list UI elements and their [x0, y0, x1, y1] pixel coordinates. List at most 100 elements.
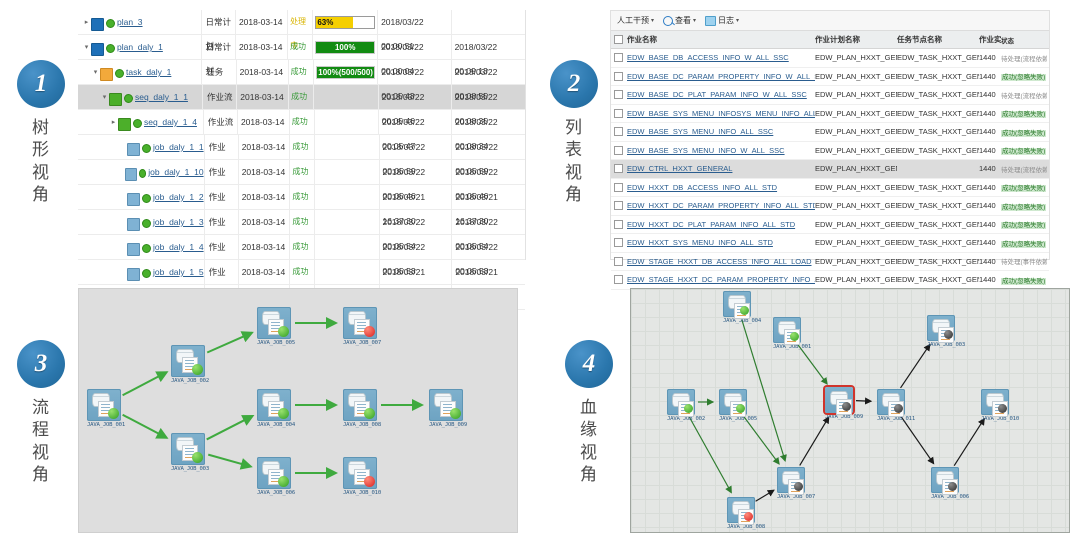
graph-node[interactable]: JAVA_JOB_010: [981, 389, 1019, 422]
row-checkbox[interactable]: [611, 219, 625, 229]
tree-row-name[interactable]: job_daly_1_4: [78, 235, 205, 259]
graph-node[interactable]: JAVA_JOB_006: [257, 457, 295, 496]
list-row-job[interactable]: EDW_BASE_DC_PARAM_PROPERTY_INFO_W_ALL_SS…: [625, 72, 815, 81]
list-row-job[interactable]: EDW_BASE_DC_PLAT_PARAM_INFO_W_ALL_SSC: [625, 90, 815, 99]
node-icon[interactable]: [257, 457, 291, 489]
node-icon[interactable]: [171, 345, 205, 377]
toolbar-item-log-icon[interactable]: 日志 ▾: [705, 15, 739, 26]
row-checkbox[interactable]: [611, 201, 625, 211]
node-icon[interactable]: [429, 389, 463, 421]
tree-node-link[interactable]: job_daly_1_5: [153, 267, 204, 277]
row-checkbox[interactable]: [611, 53, 625, 63]
graph-node[interactable]: JAVA_JOB_003: [171, 433, 209, 472]
node-icon[interactable]: [727, 497, 755, 525]
job-link[interactable]: EDW_HXXT_SYS_MENU_INFO_ALL_STD: [627, 238, 773, 248]
list-row-job[interactable]: EDW_CTRL_HXXT_GENERAL: [625, 164, 815, 173]
graph-node[interactable]: JAVA_JOB_005: [719, 389, 757, 422]
column-header[interactable]: 作业计划名称: [815, 35, 860, 44]
graph-node[interactable]: JAVA_JOB_009: [429, 389, 467, 428]
graph-node[interactable]: JAVA_JOB_002: [667, 389, 705, 422]
job-link[interactable]: EDW_BASE_SYS_MENU_INFOSYS_MENU_INFO_ALL_…: [627, 108, 815, 118]
row-checkbox[interactable]: [611, 71, 625, 81]
node-icon[interactable]: [773, 317, 801, 345]
graph-node[interactable]: JAVA_JOB_007: [343, 307, 381, 346]
node-icon[interactable]: [719, 389, 747, 417]
row-checkbox[interactable]: [611, 90, 625, 100]
row-checkbox[interactable]: [611, 164, 625, 174]
job-link[interactable]: EDW_BASE_DC_PLAT_PARAM_INFO_W_ALL_SSC: [627, 90, 807, 100]
node-icon[interactable]: [927, 315, 955, 343]
tree-node-link[interactable]: seq_daly_1_4: [144, 117, 197, 127]
job-link[interactable]: EDW_BASE_DC_PARAM_PROPERTY_INFO_W_ALL_SS…: [627, 71, 815, 81]
job-link[interactable]: EDW_STAGE_HXXT_DC_PARAM_PROPERTY_INFO_AL…: [627, 275, 815, 285]
column-header[interactable]: 任务节点名称: [897, 35, 942, 44]
row-checkbox[interactable]: [611, 182, 625, 192]
node-icon[interactable]: [667, 389, 695, 417]
list-view-panel[interactable]: 人工干预▾查看▾日志▾ 作业名称作业计划名称任务节点名称作业实例状态 EDW_B…: [610, 10, 1050, 290]
node-icon[interactable]: [931, 467, 959, 495]
list-row-job[interactable]: EDW_HXXT_DC_PARAM_PROPERTY_INFO_ALL_STD: [625, 201, 815, 210]
list-row-job[interactable]: EDW_STAGE_HXXT_DB_ACCESS_INFO_ALL_LOAD: [625, 257, 815, 266]
tree-row[interactable]: ▾ task_daly_1 任务 2018-03-14 成功 100%(500/500) 2…: [78, 60, 525, 101]
node-icon[interactable]: [343, 307, 377, 339]
graph-node[interactable]: JAVA_JOB_010: [343, 457, 381, 496]
tree-node-link[interactable]: job_daly_1_2: [153, 192, 204, 202]
tree-row-name[interactable]: ▾ task_daly_1: [78, 60, 203, 84]
chevron-down-icon[interactable]: ▾: [693, 18, 697, 24]
lineage-view-panel[interactable]: JAVA_JOB_004 JAVA_JOB_001 JAVA_JOB_003 JAVA…: [630, 288, 1070, 533]
job-link[interactable]: EDW_BASE_SYS_MENU_INFO_W_ALL_SSC: [627, 145, 785, 155]
expand-arrow-icon[interactable]: ▾: [84, 44, 89, 51]
row-checkbox[interactable]: [611, 275, 625, 285]
tree-node-link[interactable]: job_daly_1_4: [153, 242, 204, 252]
job-link[interactable]: EDW_HXXT_DC_PLAT_PARAM_INFO_ALL_STD: [627, 219, 796, 229]
tree-node-link[interactable]: job_daly_1_3: [153, 217, 204, 227]
tree-row-name[interactable]: job_daly_1_3: [78, 210, 205, 234]
expand-arrow-icon[interactable]: ▾: [102, 94, 107, 101]
list-row-job[interactable]: EDW_BASE_DB_ACCESS_INFO_W_ALL_SSC: [625, 53, 815, 62]
tree-row[interactable]: job_daly_1_1 作业 2018-03-14 成功 2018/03/22 00:…: [78, 135, 525, 176]
list-row[interactable]: EDW_BASE_DB_ACCESS_INFO_W_ALL_SSC EDW_PLA…: [611, 49, 1049, 68]
node-icon[interactable]: [825, 387, 853, 415]
chevron-down-icon[interactable]: ▾: [736, 18, 740, 24]
column-header[interactable]: 作业实例: [979, 35, 1001, 44]
list-row[interactable]: EDW_BASE_DC_PLAT_PARAM_INFO_W_ALL_SSC EDW…: [611, 86, 1049, 105]
job-link[interactable]: EDW_HXXT_DC_PARAM_PROPERTY_INFO_ALL_STD: [627, 201, 815, 211]
tree-row-name[interactable]: job_daly_1_10: [78, 160, 205, 184]
list-row-job[interactable]: EDW_BASE_SYS_MENU_INFO_ALL_SSC: [625, 127, 815, 136]
tree-row-name[interactable]: job_daly_1_1: [78, 135, 205, 159]
chevron-down-icon[interactable]: ▾: [651, 18, 655, 24]
job-link[interactable]: EDW_BASE_SYS_MENU_INFO_ALL_SSC: [627, 127, 774, 137]
select-all-checkbox[interactable]: [611, 35, 625, 44]
graph-node[interactable]: JAVA_JOB_006: [931, 467, 969, 500]
graph-node[interactable]: JAVA_JOB_004: [723, 291, 761, 324]
graph-node[interactable]: JAVA_JOB_002: [171, 345, 209, 384]
tree-row-name[interactable]: ▾ plan_daly_1: [78, 35, 202, 59]
row-checkbox[interactable]: [611, 108, 625, 118]
tree-row[interactable]: job_daly_1_3 作业 2018-03-14 成功 2018/03/22 00:…: [78, 210, 525, 251]
node-icon[interactable]: [343, 389, 377, 421]
list-row-job[interactable]: EDW_BASE_SYS_MENU_INFOSYS_MENU_INFO_ALL_…: [625, 109, 815, 118]
graph-node[interactable]: JAVA_JOB_001: [87, 389, 125, 428]
graph-node[interactable]: JAVA_JOB_009: [825, 387, 863, 420]
flow-view-panel[interactable]: JAVA_JOB_001 JAVA_JOB_002 JAVA_JOB_003 JAVA…: [78, 288, 518, 533]
tree-view-panel[interactable]: ▸plan_3日常计划2018-03-14处理中63%(1470/2310)20…: [78, 10, 526, 326]
node-icon[interactable]: [777, 467, 805, 495]
node-icon[interactable]: [171, 433, 205, 465]
row-checkbox[interactable]: [611, 145, 625, 155]
graph-node[interactable]: JAVA_JOB_008: [727, 497, 765, 530]
column-header[interactable]: 状态: [1001, 37, 1014, 45]
list-row[interactable]: EDW_STAGE_HXXT_DB_ACCESS_INFO_ALL_LOAD ED…: [611, 253, 1049, 271]
list-row-job[interactable]: EDW_HXXT_SYS_MENU_INFO_ALL_STD: [625, 238, 815, 247]
list-row[interactable]: EDW_STAGE_HXXT_DC_PARAM_PROPERTY_INFO_AL…: [611, 271, 1049, 290]
list-row[interactable]: EDW_HXXT_DB_ACCESS_INFO_ALL_STD EDW_PLAN_…: [611, 179, 1049, 197]
list-row-job[interactable]: EDW_STAGE_HXXT_DC_PARAM_PROPERTY_INFO_AL…: [625, 275, 815, 284]
list-toolbar[interactable]: 人工干预 ▾ 查看 ▾ 日志 ▾: [611, 11, 1049, 31]
job-link[interactable]: EDW_HXXT_DB_ACCESS_INFO_ALL_STD: [627, 182, 778, 192]
job-link[interactable]: EDW_STAGE_HXXT_DB_ACCESS_INFO_ALL_LOAD: [627, 256, 812, 266]
tree-row-name[interactable]: job_daly_1_2: [78, 185, 205, 209]
tree-row-name[interactable]: ▸ seq_daly_1_4: [78, 110, 204, 134]
tree-row[interactable]: ▾ seq_daly_1_1 作业流 2018-03-14 成功 2018/03/22 0…: [78, 85, 525, 126]
tree-node-link[interactable]: seq_daly_1_1: [135, 92, 188, 102]
